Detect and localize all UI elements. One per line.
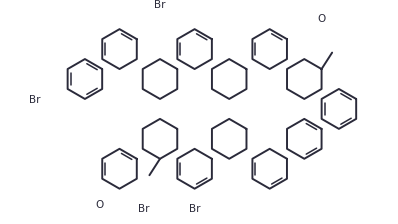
Text: Br: Br [189,204,200,214]
Text: Br: Br [138,204,149,214]
Text: O: O [318,14,326,24]
Text: Br: Br [29,95,41,105]
Text: Br: Br [154,0,166,10]
Text: O: O [96,200,104,210]
